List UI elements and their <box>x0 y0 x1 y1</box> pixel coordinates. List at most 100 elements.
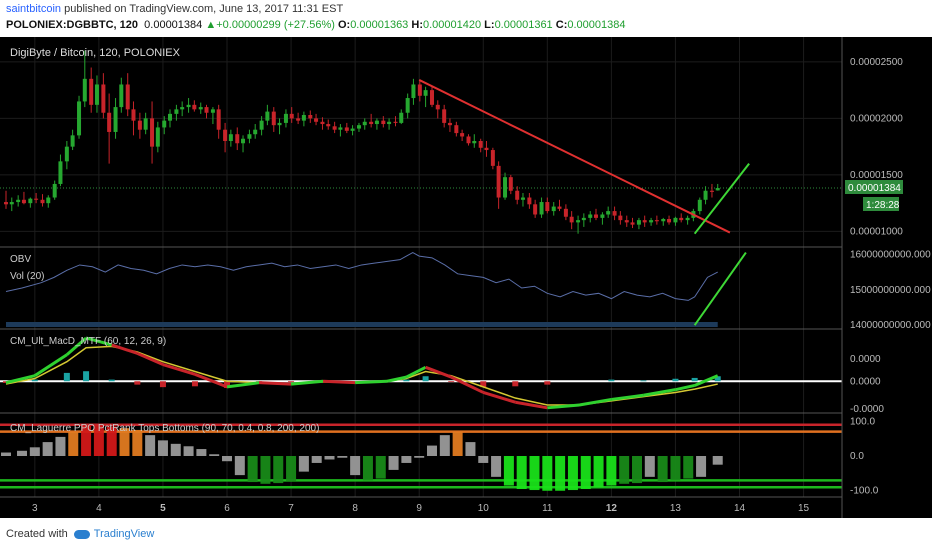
candle-body <box>350 128 355 131</box>
candle-body <box>89 78 94 105</box>
price-pane[interactable] <box>0 50 842 234</box>
ohlc-line: POLONIEX:DGBBTC, 120 0.00001384 ▲+0.0000… <box>6 19 625 31</box>
laguerre-bar <box>427 445 438 456</box>
macd-histogram-bar <box>403 379 410 382</box>
laguerre-bar <box>712 456 723 465</box>
macd-histogram-bar <box>448 381 455 383</box>
laguerre-bar <box>106 426 117 456</box>
laguerre-bar <box>42 442 53 456</box>
candle-body <box>344 127 349 131</box>
candle-body <box>460 133 465 137</box>
timer-badge: 1:28:28 <box>866 200 900 211</box>
candle-body <box>28 198 33 204</box>
laguerre-bar <box>247 456 258 483</box>
obv-line <box>5 251 718 301</box>
macd-histogram-bar <box>63 372 70 382</box>
candle-body <box>9 202 14 205</box>
candle-body <box>150 118 155 147</box>
candle-body <box>198 107 203 110</box>
laguerre-bar <box>145 435 156 456</box>
chart-area[interactable]: 3 4 5 6 7 8 9 10 11 12 13 14 15 0.00002500 0.00002000 0… <box>0 37 932 518</box>
macd-histogram-bar <box>480 381 487 388</box>
candle-body <box>636 220 641 225</box>
candle-body <box>490 150 495 166</box>
obv-tick-label: 15000000000.000 <box>850 285 931 296</box>
candle-body <box>435 104 440 110</box>
candle-body <box>241 138 246 144</box>
candle-body <box>253 129 258 135</box>
laguerre-bar <box>132 429 143 456</box>
macd-histogram-bar <box>608 379 615 382</box>
candle-body <box>216 109 221 130</box>
candle-body <box>649 220 654 223</box>
x-tick-label: 11 <box>542 503 553 514</box>
trendlines <box>418 79 750 326</box>
laguerre-bar <box>1 452 11 456</box>
macd-histogram-bar <box>83 371 90 382</box>
open-label: O: <box>337 19 351 31</box>
x-tick-label: 7 <box>288 503 294 514</box>
laguerre-bar <box>260 456 271 484</box>
macd-line-segment <box>5 374 36 385</box>
chart-canvas[interactable]: 3 4 5 6 7 8 9 10 11 12 13 14 15 0.00002500 0.00002000 0… <box>0 37 932 518</box>
candle-body <box>466 136 471 144</box>
laguerre-bar <box>491 456 502 477</box>
candle-body <box>551 206 556 212</box>
chart-background <box>0 37 932 518</box>
x-tick-label: 10 <box>478 503 490 514</box>
macd-histogram-bar <box>512 381 519 387</box>
candle-body <box>545 202 550 212</box>
candle-body <box>271 111 276 126</box>
laguerre-bar <box>644 456 655 477</box>
vol-legend: Vol (20) <box>10 271 44 282</box>
laguerre-bar <box>350 456 361 476</box>
macd-tick-label: 0.0000 <box>850 376 881 387</box>
candle-body <box>685 217 690 221</box>
red-downtrend-line <box>418 79 731 234</box>
candle-body <box>369 121 374 125</box>
laguerre-bar <box>465 442 476 456</box>
candle-body <box>508 177 513 191</box>
candle-body <box>113 107 118 132</box>
macd-histogram-bar <box>108 379 115 382</box>
price-badge-bg <box>845 180 903 194</box>
candle-body <box>527 197 532 205</box>
laguerre-bar <box>222 456 233 462</box>
candle-body <box>77 101 82 136</box>
macd-tick-label: 0.0000 <box>850 354 881 365</box>
candle-body <box>101 84 106 113</box>
y-tick-label: 0.00002000 <box>850 113 903 124</box>
macd-histogram-bar <box>714 376 721 382</box>
tradingview-link[interactable]: TradingView <box>93 528 155 540</box>
candle-body <box>265 111 270 121</box>
laguerre-bar <box>29 447 40 456</box>
volume-band <box>6 322 718 327</box>
high-value: 0.00001420 <box>422 19 482 31</box>
candle-body <box>58 161 63 184</box>
candle-body <box>143 118 148 130</box>
candle-body <box>320 121 325 125</box>
candle-body <box>606 211 611 215</box>
laguerre-bar <box>209 454 220 456</box>
green-uptrend-line <box>693 162 750 235</box>
candle-body <box>52 183 57 198</box>
candle-body <box>478 141 483 148</box>
laguerre-bar <box>196 449 207 456</box>
close-value: 0.00001384 <box>567 19 626 31</box>
macd-line-segment <box>675 383 695 392</box>
laguerre-bar <box>68 431 79 456</box>
candle-body <box>210 109 215 113</box>
up-arrow-icon: ▲ <box>205 19 217 31</box>
laguerre-bar <box>401 456 412 463</box>
laguerre-bar <box>529 456 540 491</box>
macd-line-segment <box>579 397 612 407</box>
change-value: +0.00000299 (+27.56%) <box>216 19 335 31</box>
candle-body <box>399 112 404 123</box>
macd-line-segment <box>386 375 407 383</box>
author-link[interactable]: saintbitcoin <box>6 3 62 15</box>
x-tick-label: 4 <box>96 503 102 514</box>
laguerre-bar <box>324 456 335 460</box>
candle-body <box>430 90 435 105</box>
close-label: C: <box>555 19 568 31</box>
candle-body <box>673 217 678 223</box>
